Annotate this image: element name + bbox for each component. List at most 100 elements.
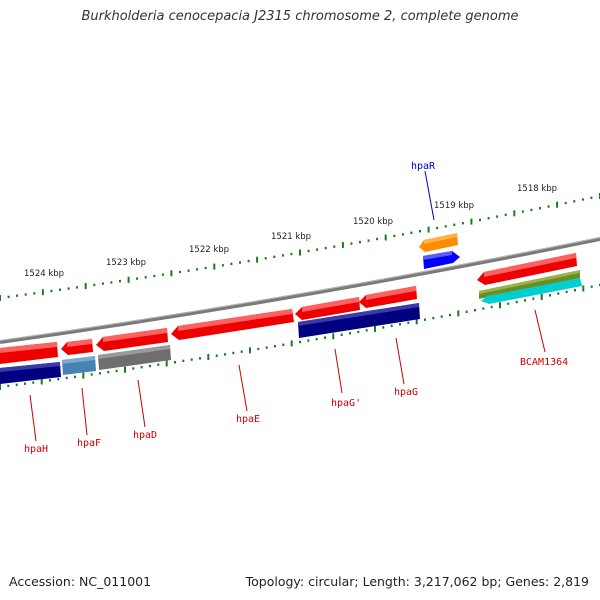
- scale-tick: [257, 347, 260, 351]
- scale-tick: [110, 281, 113, 284]
- scale-tick: [57, 378, 60, 381]
- scale-tick: [232, 351, 235, 355]
- scale-tick: [179, 270, 181, 274]
- scale-tick: [415, 318, 418, 325]
- scale-tick: [367, 239, 370, 242]
- scale-tick: [274, 345, 276, 348]
- gene-label-hpah[interactable]: hpaH: [24, 444, 48, 455]
- scale-tick: [157, 363, 160, 366]
- gene-labels: hpaR BCAM1364 hpaG hpaG' hpaE hpaD hpaF …: [24, 161, 568, 455]
- tick-track-inner: [0, 193, 600, 301]
- gene-hpae-highlight: [178, 309, 292, 331]
- scale-tick: [282, 343, 285, 346]
- scale-label: 1520 kbp: [353, 217, 393, 227]
- scale-tick: [224, 353, 226, 356]
- gene-hpah-highlight: [0, 342, 57, 353]
- scale-tick: [581, 198, 584, 201]
- scale-tick: [140, 366, 143, 369]
- scale-tick: [182, 359, 185, 363]
- gene-bcam1364-cyan[interactable]: [481, 278, 582, 304]
- scale-tick: [540, 294, 543, 300]
- gene-hpah-navy-highlight: [0, 362, 60, 372]
- scale-tick: [374, 325, 376, 332]
- scale-tick: [479, 218, 481, 222]
- topology-text: Topology: circular; Length: 3,217,062 bp…: [245, 574, 589, 589]
- scale-tick: [24, 293, 27, 296]
- leader-line-hpaf: [81, 387, 88, 436]
- scale-tick: [316, 248, 319, 251]
- scale-tick: [470, 218, 473, 225]
- scale-tick: [399, 323, 401, 326]
- scale-tick: [324, 246, 327, 250]
- scale-tick: [590, 196, 593, 199]
- scale-tick: [99, 372, 101, 375]
- scale-tick: [199, 357, 201, 360]
- leader-line-hpag-prime: [334, 348, 343, 394]
- gene-hpaf-highlight: [67, 339, 92, 347]
- scale-tick: [474, 309, 476, 312]
- gene-label-hpae[interactable]: hpaE: [236, 414, 260, 425]
- gene-hpag-navy[interactable]: [298, 303, 420, 338]
- scale-tick: [333, 245, 336, 248]
- scale-tick: [213, 263, 216, 270]
- gene-label-hpag-prime[interactable]: hpaG': [331, 398, 361, 409]
- scale-tick: [307, 249, 310, 253]
- gene-label-hpar[interactable]: hpaR: [411, 161, 436, 172]
- scale-label: 1519 kbp: [434, 201, 474, 211]
- scale-tick: [144, 276, 147, 279]
- scale-tick: [24, 382, 26, 385]
- scale-tick: [315, 337, 318, 341]
- scale-tick: [290, 340, 293, 347]
- scale-tick: [174, 361, 176, 364]
- leader-line-hpag: [395, 337, 405, 385]
- scale-tick: [196, 268, 199, 271]
- scale-label: 1521 kbp: [271, 232, 311, 242]
- scale-tick: [453, 223, 456, 226]
- scale-tick: [149, 364, 151, 368]
- scale-tick: [7, 384, 10, 388]
- gene-label-hpad[interactable]: hpaD: [133, 430, 157, 441]
- scale-tick: [299, 340, 301, 344]
- scale-label: 1518 kbp: [517, 184, 557, 194]
- gene-label-hpaf[interactable]: hpaF: [77, 438, 101, 449]
- gene-bcam1364-olive-highlight: [479, 270, 580, 294]
- scale-tick: [573, 200, 576, 203]
- scale-tick: [190, 358, 193, 361]
- scale-tick: [556, 201, 559, 208]
- scale-tick: [590, 285, 593, 288]
- scale-tick: [153, 274, 156, 278]
- tick-track-outer: [0, 283, 600, 390]
- scale-tick: [384, 234, 387, 241]
- scale-tick: [90, 373, 93, 376]
- scale-tick: [281, 254, 284, 257]
- scale-tick: [204, 266, 207, 270]
- leader-line-hpah: [29, 394, 37, 442]
- scale-tick: [74, 375, 76, 379]
- scale-tick: [240, 350, 243, 353]
- scale-tick: [507, 302, 510, 305]
- scale-tick: [247, 259, 250, 263]
- scale-tick: [256, 256, 259, 263]
- scale-tick: [107, 370, 110, 374]
- scale-tick: [170, 270, 173, 277]
- scale-tick: [161, 273, 164, 276]
- scale-label: 1522 kbp: [189, 245, 229, 255]
- gene-label-bcam1364[interactable]: BCAM1364: [520, 357, 568, 368]
- gene-hpar-blue-highlight: [423, 251, 452, 260]
- scale-label: 1523 kbp: [106, 258, 146, 268]
- scale-tick: [132, 367, 135, 370]
- scale-tick: [324, 336, 326, 339]
- scale-tick: [582, 285, 585, 292]
- leader-line-hpae: [238, 364, 248, 412]
- chromosome-backbone: [0, 237, 600, 344]
- scale-tick: [490, 305, 493, 309]
- scale-tick: [93, 283, 96, 287]
- scale-tick: [547, 205, 550, 208]
- accession-text: Accession: NC_011001: [9, 574, 152, 589]
- scale-tick: [350, 242, 353, 245]
- scale-tick: [465, 310, 468, 313]
- scale-tick: [307, 339, 310, 342]
- scale-tick: [382, 326, 385, 329]
- gene-label-hpag[interactable]: hpaG: [394, 387, 418, 398]
- scale-tick: [390, 324, 393, 328]
